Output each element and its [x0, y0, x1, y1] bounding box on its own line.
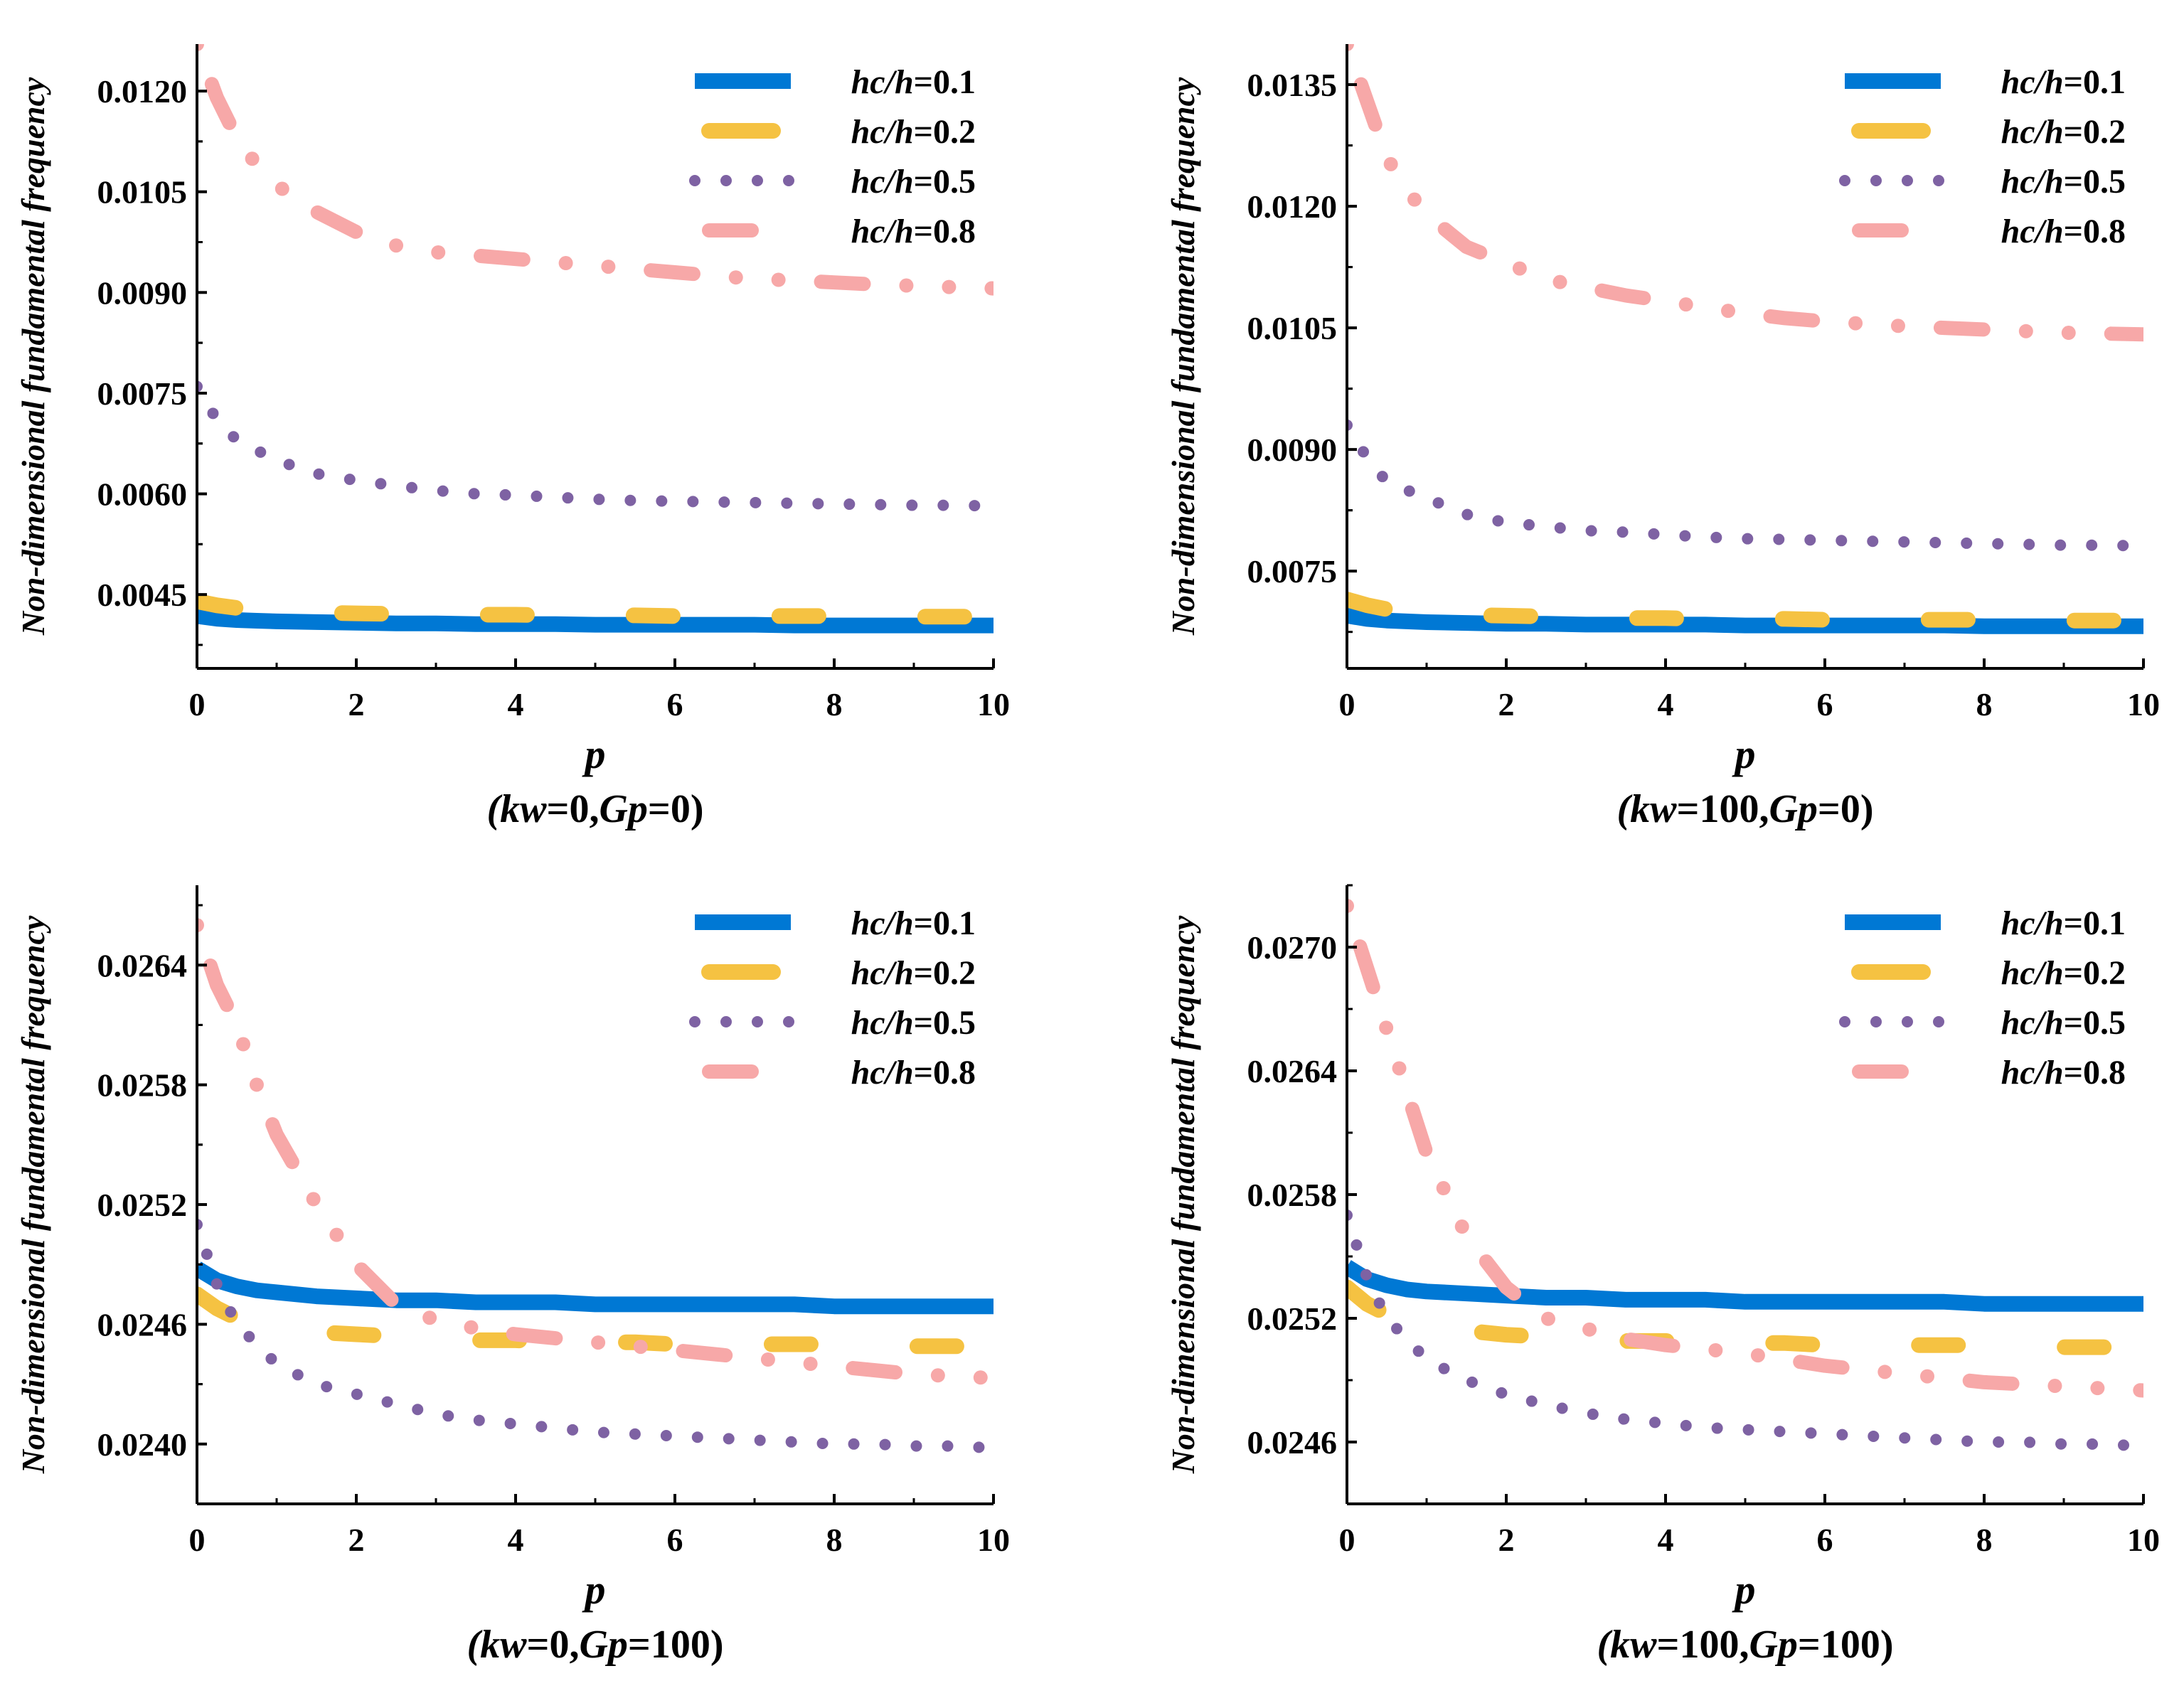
x-tick-label: 2	[1498, 686, 1515, 722]
x-tick-label: 6	[667, 1522, 683, 1558]
legend-label-2: hc/h=0.2	[2001, 954, 2126, 992]
x-tick-label: 2	[348, 1522, 365, 1558]
y-tick-label: 0.0135	[1247, 67, 1338, 103]
legend-label-3: hc/h=0.5	[851, 163, 976, 201]
x-tick-label: 6	[1817, 1522, 1833, 1558]
x-tick-label: 10	[977, 1522, 1010, 1558]
y-tick-label: 0.0090	[97, 274, 188, 311]
legend: hc/h=0.1 hc/h=0.2 hc/h=0.5 hc/h=0.8	[1839, 63, 2126, 250]
y-tick-label: 0.0090	[1247, 432, 1338, 468]
y-tick-label: 0.0264	[1247, 1053, 1338, 1089]
x-axis-label: p	[1732, 731, 1756, 777]
x-tick-label: 10	[2127, 1522, 2160, 1558]
x-tick-label: 4	[508, 1522, 524, 1558]
x-tick-label: 8	[826, 686, 843, 722]
series-group	[1347, 44, 2143, 634]
chart-panel-2: 0 2 4 6 8 10 0.0075 0.0090 0.0105 0.0120 0.0135 Non…	[1165, 44, 2160, 831]
y-tick-label: 0.0075	[1247, 553, 1338, 589]
x-tick-label: 8	[826, 1522, 843, 1558]
legend-label-3: hc/h=0.5	[851, 1004, 976, 1042]
y-tick-label: 0.0258	[97, 1067, 188, 1104]
series-line-3	[1347, 419, 2143, 552]
y-tick-label: 0.0075	[97, 375, 188, 412]
x-tick-label: 4	[1658, 686, 1674, 722]
series-line-3	[197, 1219, 994, 1454]
series-line-4	[197, 918, 994, 1386]
panel-condition-label: (kw=0,Gp=0)	[487, 787, 704, 831]
y-axis-label: Non-dimensional fundamental frequency	[1165, 915, 1201, 1474]
series-line-1	[197, 608, 994, 634]
x-tick-label: 6	[1817, 686, 1833, 722]
y-tick-label: 0.0252	[1247, 1301, 1338, 1337]
series-line-1	[1347, 608, 2143, 634]
series-line-1	[1347, 1260, 2143, 1312]
y-tick-label: 0.0258	[1247, 1177, 1338, 1213]
y-tick-label: 0.0060	[97, 476, 188, 513]
legend-label-2: hc/h=0.2	[851, 113, 976, 151]
legend-label-3: hc/h=0.5	[2001, 1004, 2126, 1042]
x-tick-label: 0	[1339, 686, 1355, 722]
series-line-4	[1347, 899, 2143, 1398]
x-tick-label: 0	[189, 1522, 206, 1558]
y-tick-label: 0.0246	[97, 1306, 188, 1342]
legend-label-1: hc/h=0.1	[2001, 63, 2126, 101]
x-tick-label: 10	[977, 686, 1010, 722]
y-tick-label: 0.0240	[97, 1426, 188, 1463]
legend: hc/h=0.1 hc/h=0.2 hc/h=0.5 hc/h=0.8	[689, 63, 976, 250]
panel-condition-label: (kw=100,Gp=100)	[1597, 1623, 1894, 1667]
series-line-4	[197, 44, 994, 296]
legend-label-2: hc/h=0.2	[851, 954, 976, 992]
legend-label-2: hc/h=0.2	[2001, 113, 2126, 151]
y-tick-label: 0.0105	[1247, 310, 1338, 346]
x-tick-label: 4	[508, 686, 524, 722]
series-line-1	[197, 1261, 994, 1315]
y-tick-label: 0.0252	[97, 1187, 188, 1223]
y-tick-label: 0.0045	[97, 577, 188, 613]
legend: hc/h=0.1 hc/h=0.2 hc/h=0.5 hc/h=0.8	[689, 904, 976, 1091]
x-tick-label: 2	[348, 686, 365, 722]
legend-label-4: hc/h=0.8	[851, 1054, 976, 1091]
legend-label-1: hc/h=0.1	[851, 63, 976, 101]
legend-label-4: hc/h=0.8	[851, 213, 976, 250]
chart-panel-1: 0 2 4 6 8 10 0.0045 0.0060 0.0075 0.0090 0.0105 0.0…	[15, 44, 1010, 831]
series-group	[197, 918, 994, 1454]
legend-label-3: hc/h=0.5	[2001, 163, 2126, 201]
x-tick-label: 8	[1976, 686, 1993, 722]
y-tick-label: 0.0270	[1247, 929, 1338, 966]
x-tick-label: 0	[189, 686, 206, 722]
y-tick-label: 0.0105	[97, 174, 188, 210]
x-axis-label: p	[1732, 1566, 1756, 1613]
x-tick-label: 2	[1498, 1522, 1515, 1558]
legend: hc/h=0.1 hc/h=0.2 hc/h=0.5 hc/h=0.8	[1839, 904, 2126, 1091]
legend-label-1: hc/h=0.1	[851, 904, 976, 942]
x-tick-label: 6	[667, 686, 683, 722]
series-group	[197, 44, 994, 634]
legend-label-4: hc/h=0.8	[2001, 213, 2126, 250]
legend-label-1: hc/h=0.1	[2001, 904, 2126, 942]
x-tick-label: 8	[1976, 1522, 1993, 1558]
y-tick-label: 0.0120	[97, 73, 188, 110]
y-axis-label: Non-dimensional fundamental frequency	[15, 77, 51, 636]
chart-panel-4: 0 2 4 6 8 10 0.0246 0.0252 0.0258 0.0264 0.0270 Non…	[1165, 884, 2160, 1667]
series-group	[1347, 899, 2143, 1452]
series-line-3	[197, 380, 994, 512]
x-axis-label: p	[582, 1566, 606, 1613]
panel-condition-label: (kw=100,Gp=0)	[1617, 787, 1874, 831]
x-tick-label: 0	[1339, 1522, 1355, 1558]
y-tick-label: 0.0246	[1247, 1424, 1338, 1461]
y-axis-label: Non-dimensional fundamental frequency	[15, 915, 51, 1474]
y-tick-label: 0.0120	[1247, 188, 1338, 225]
legend-label-4: hc/h=0.8	[2001, 1054, 2126, 1091]
x-tick-label: 10	[2127, 686, 2160, 722]
x-axis-label: p	[582, 731, 606, 777]
series-line-3	[1347, 1210, 2143, 1452]
x-tick-label: 4	[1658, 1522, 1674, 1558]
y-tick-label: 0.0264	[97, 947, 188, 983]
panel-condition-label: (kw=0,Gp=100)	[467, 1623, 724, 1667]
y-axis-label: Non-dimensional fundamental frequency	[1165, 77, 1201, 636]
chart-panel-3: 0 2 4 6 8 10 0.0240 0.0246 0.0252 0.0258 0.0264 Non…	[15, 885, 1010, 1667]
